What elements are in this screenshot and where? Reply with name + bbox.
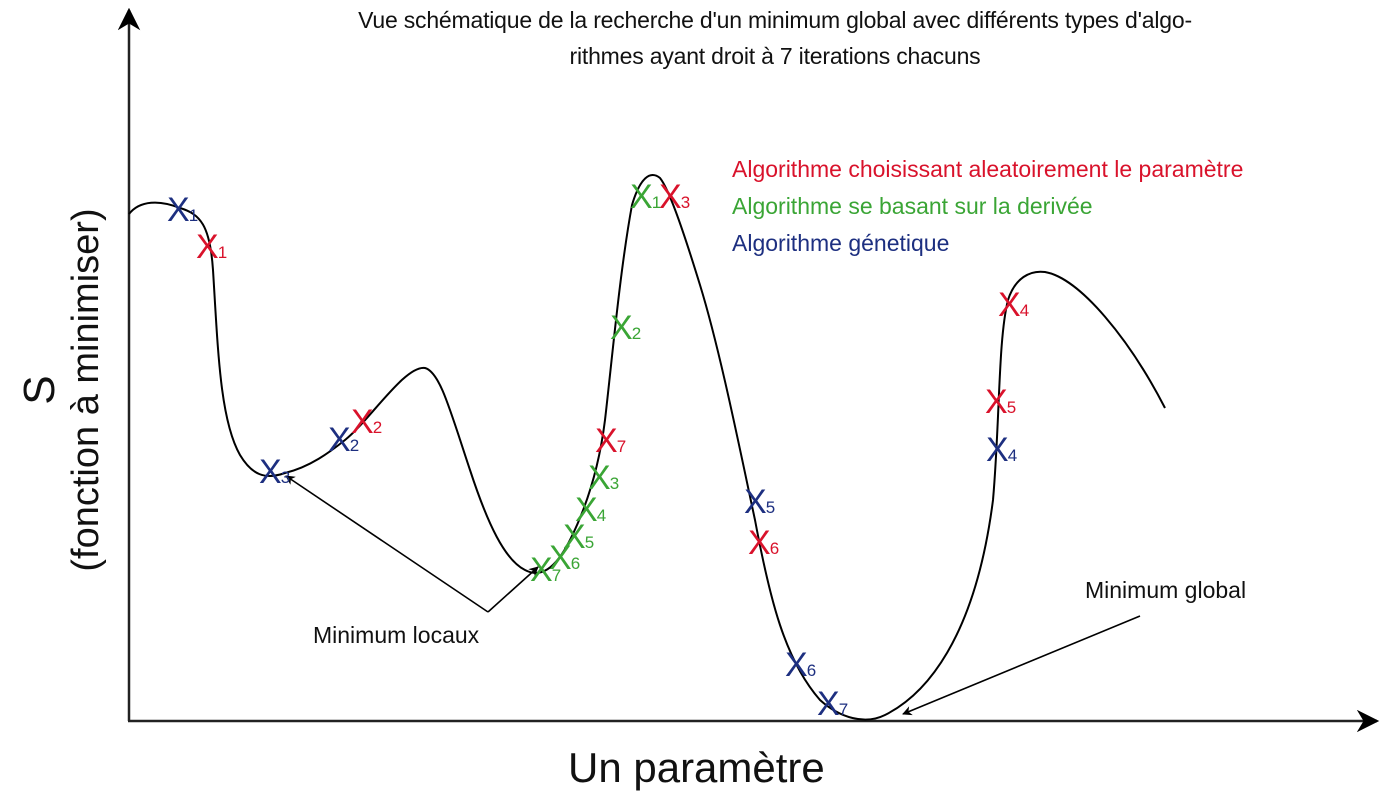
legend-item-derivative: Algorithme se basant sur la derivée: [732, 193, 1093, 219]
marker-genetic-4: X4: [986, 431, 1018, 469]
marker-genetic-6: X6: [785, 646, 817, 684]
marker-random-6: X6: [748, 524, 780, 562]
marker-random-2: X2: [351, 403, 383, 441]
marker-derivative-7: X7: [530, 551, 562, 589]
legend-item-genetic: Algorithme génetique: [732, 230, 950, 256]
marker-derivative-1: X1: [630, 178, 662, 216]
marker-genetic-5: X5: [744, 483, 776, 521]
marker-derivative-2: X2: [610, 309, 642, 347]
legend-item-random: Algorithme choisissant aleatoirement le …: [732, 156, 1244, 182]
local-min-arrow-2: [487, 566, 539, 613]
marker-random-5: X5: [985, 383, 1017, 421]
marker-random-3: X3: [659, 178, 691, 216]
marker-derivative-3: X3: [588, 459, 620, 497]
marker-random-4: X4: [998, 286, 1030, 324]
global-minimum-label: Minimum global: [1085, 577, 1247, 603]
marker-genetic-3: X3: [259, 453, 291, 491]
x-axis-label: Un paramètre: [568, 744, 825, 791]
chart-title-line-2: rithmes ayant droit à 7 iterations chacu…: [569, 43, 981, 69]
chart-title-line-1: Vue schématique de la recherche d'un min…: [358, 7, 1192, 33]
objective-curve: [128, 174, 1166, 721]
y-axis-label-line-2: (fonction à minimiser): [65, 208, 107, 572]
marker-genetic-7: X7: [817, 685, 849, 723]
marker-derivative-6: X6: [549, 539, 581, 577]
marker-random-7: X7: [595, 422, 627, 460]
global-min-arrow: [902, 615, 1141, 716]
local-minima-label: Minimum locaux: [313, 622, 480, 648]
marker-random-1: X1: [196, 228, 228, 266]
y-axis-label-line-1: S: [15, 375, 64, 405]
marker-derivative-5: X5: [563, 518, 595, 556]
marker-genetic-2: X2: [328, 421, 360, 459]
local-min-arrow-1: [285, 475, 489, 613]
marker-genetic-1: X1: [167, 191, 199, 229]
marker-derivative-4: X4: [575, 491, 607, 529]
